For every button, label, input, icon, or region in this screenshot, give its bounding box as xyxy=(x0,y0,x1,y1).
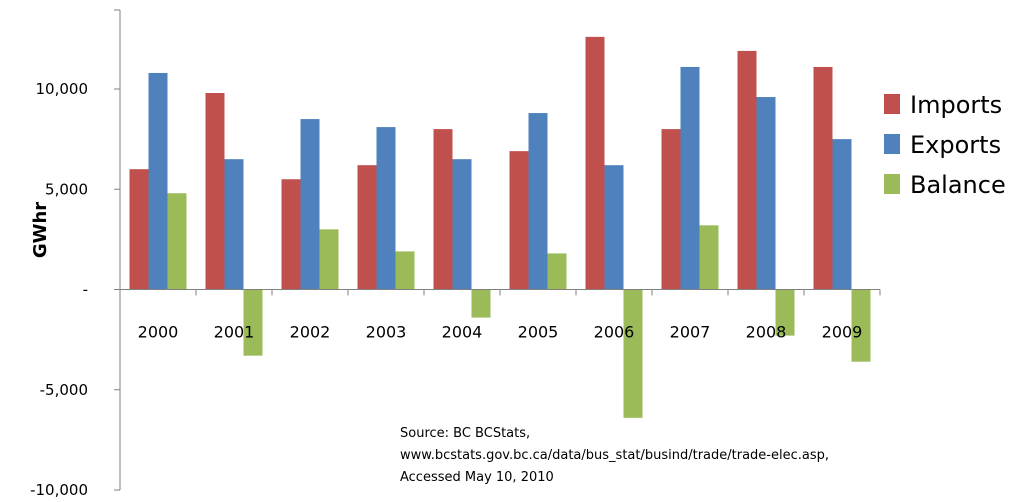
x-tick-label: 2009 xyxy=(822,323,863,342)
bar-exports-2000 xyxy=(148,72,168,290)
source-line: Source: BC BCStats, xyxy=(400,426,530,441)
legend-swatch-imports xyxy=(884,94,900,114)
bar-balance-2009 xyxy=(851,289,871,362)
legend-label-imports: Imports xyxy=(910,91,1002,119)
bar-imports-2004 xyxy=(433,129,453,290)
y-tick-label: 5,000 xyxy=(45,180,88,198)
bar-imports-2006 xyxy=(585,36,605,290)
bar-imports-2003 xyxy=(357,165,377,290)
x-tick-label: 2005 xyxy=(518,323,559,342)
source-line: Accessed May 10, 2010 xyxy=(400,470,554,485)
legend-label-balance: Balance xyxy=(910,171,1006,199)
bar-imports-2007 xyxy=(661,129,681,290)
x-tick-label: 2003 xyxy=(366,323,407,342)
y-tick-label: -10,000 xyxy=(30,481,88,499)
bar-balance-2004 xyxy=(471,289,491,318)
bar-balance-2001 xyxy=(243,289,263,356)
bar-imports-2009 xyxy=(813,66,833,290)
y-axis: 10,000 5,000 - -5,000 -10,000 xyxy=(30,9,121,499)
bar-exports-2008 xyxy=(756,97,776,290)
bar-exports-2003 xyxy=(376,127,396,290)
legend: Imports Exports Balance xyxy=(884,91,1006,199)
bars xyxy=(129,36,871,418)
x-tick-label: 2004 xyxy=(442,323,483,342)
x-tick-label: 2002 xyxy=(290,323,331,342)
y-axis-label: GWhr xyxy=(30,202,51,258)
bar-balance-2005 xyxy=(547,253,567,290)
bar-imports-2000 xyxy=(129,169,149,290)
source-line: www.bcstats.gov.bc.ca/data/bus_stat/busi… xyxy=(400,448,829,463)
bar-imports-2005 xyxy=(509,151,529,290)
bar-imports-2002 xyxy=(281,179,301,290)
legend-label-exports: Exports xyxy=(910,131,1001,159)
x-tick-label: 2007 xyxy=(670,323,711,342)
x-tick-label: 2006 xyxy=(594,323,635,342)
bar-exports-2007 xyxy=(680,66,700,290)
x-axis: 2000 2001 2002 2003 2004 2005 2006 2007 2008 2009 xyxy=(119,289,881,342)
source-annotation: Source: BC BCStats, www.bcstats.gov.bc.ca… xyxy=(400,426,829,485)
legend-swatch-balance xyxy=(884,174,900,194)
bar-balance-2008 xyxy=(775,289,795,336)
bar-exports-2005 xyxy=(528,113,548,290)
bar-balance-2003 xyxy=(395,251,415,290)
legend-swatch-exports xyxy=(884,134,900,154)
bar-exports-2001 xyxy=(224,159,244,290)
bar-imports-2008 xyxy=(737,50,757,290)
bar-imports-2001 xyxy=(205,93,225,290)
bar-balance-2006 xyxy=(623,289,643,418)
bar-balance-2002 xyxy=(319,229,339,290)
bar-exports-2006 xyxy=(604,165,624,290)
bar-balance-2000 xyxy=(167,193,187,290)
x-tick-label: 2000 xyxy=(138,323,179,342)
bar-balance-2007 xyxy=(699,225,719,290)
y-tick-label: - xyxy=(83,281,88,299)
y-tick-label: -5,000 xyxy=(40,381,88,399)
y-tick-label: 10,000 xyxy=(36,80,89,98)
bar-exports-2002 xyxy=(300,119,320,290)
bar-exports-2009 xyxy=(832,139,852,290)
x-tick-label: 2001 xyxy=(214,323,255,342)
x-tick-label: 2008 xyxy=(746,323,787,342)
bar-exports-2004 xyxy=(452,159,472,290)
